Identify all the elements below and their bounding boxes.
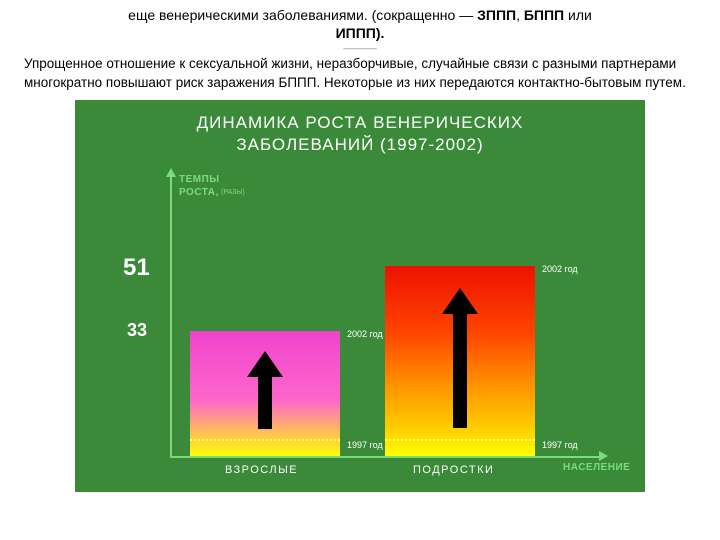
baseline-2 bbox=[385, 439, 535, 441]
header-bold-2: БППП bbox=[524, 7, 564, 23]
header-bold-1: ЗППП bbox=[477, 7, 516, 23]
year-top-1: 2002 год bbox=[347, 329, 383, 339]
header-text: еще венерическими заболеваниями. (сокращ… bbox=[0, 0, 720, 51]
y-axis-label-1: ТЕМПЫ bbox=[179, 174, 220, 185]
bar-arrow-1 bbox=[247, 351, 283, 429]
header-sep-2: или bbox=[564, 7, 592, 23]
year-base-2: 1997 год bbox=[542, 440, 578, 450]
header-underline: ______ bbox=[40, 38, 680, 51]
body-paragraph: Упрощенное отношение к сексуальной жизни… bbox=[0, 51, 720, 99]
year-top-2: 2002 год bbox=[542, 264, 578, 274]
arrow-stem bbox=[453, 314, 467, 428]
bar-arrow-2 bbox=[442, 288, 478, 428]
x-axis bbox=[170, 456, 600, 458]
x-axis-label: НАСЕЛЕНИЕ bbox=[563, 462, 630, 473]
y-axis-arrow-icon bbox=[166, 168, 176, 177]
y-axis-label-2: РОСТА, bbox=[179, 187, 219, 198]
arrow-up-icon bbox=[247, 351, 283, 377]
value-label-51: 51 bbox=[123, 254, 150, 282]
year-base-1: 1997 год bbox=[347, 440, 383, 450]
chart-title-line2: ЗАБОЛЕВАНИЙ (1997-2002) bbox=[236, 135, 483, 154]
header-prefix: еще венерическими заболеваниями. (сокращ… bbox=[128, 7, 477, 23]
chart-container: ДИНАМИКА РОСТА ВЕНЕРИЧЕСКИХ ЗАБОЛЕВАНИЙ … bbox=[0, 100, 720, 492]
arrow-stem bbox=[258, 377, 272, 429]
arrow-up-icon bbox=[442, 288, 478, 314]
x-axis-arrow-icon bbox=[599, 451, 608, 461]
value-label-33: 33 bbox=[127, 320, 147, 341]
category-1: ВЗРОСЛЫЕ bbox=[225, 464, 298, 476]
y-axis-sublabel: (РАЗЫ) bbox=[221, 189, 245, 196]
header-sep-1: , bbox=[516, 7, 524, 23]
chart-title-line1: ДИНАМИКА РОСТА ВЕНЕРИЧЕСКИХ bbox=[197, 113, 524, 132]
category-2: ПОДРОСТКИ bbox=[413, 464, 494, 476]
baseline-1 bbox=[190, 439, 340, 441]
chart: ДИНАМИКА РОСТА ВЕНЕРИЧЕСКИХ ЗАБОЛЕВАНИЙ … bbox=[75, 100, 645, 492]
chart-title: ДИНАМИКА РОСТА ВЕНЕРИЧЕСКИХ ЗАБОЛЕВАНИЙ … bbox=[75, 112, 645, 156]
y-axis bbox=[170, 176, 172, 458]
